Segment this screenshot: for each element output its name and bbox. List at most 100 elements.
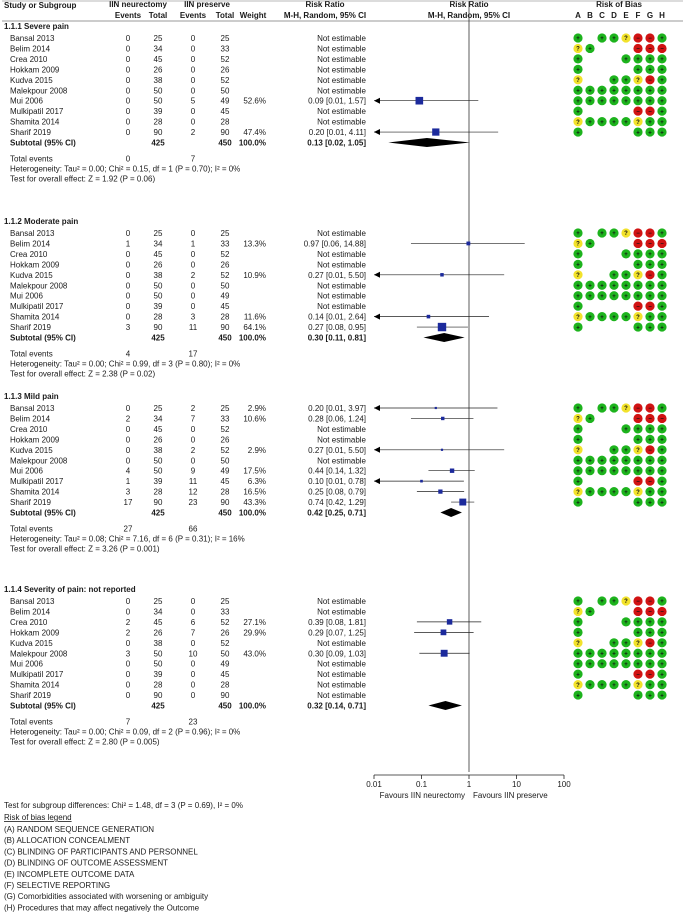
rob-dot <box>657 270 667 280</box>
rob-letter-b: B <box>587 11 593 20</box>
table-row: Mui 2006 0 50 0 49 Not estimable + + + + + + + + <box>10 291 667 301</box>
total-events-label: Total events <box>10 525 53 534</box>
rob-dot <box>657 33 667 43</box>
rob-symbol: + <box>612 448 616 454</box>
study-name: Malekpour 2008 <box>10 649 68 658</box>
total-group2: 26 <box>221 65 230 74</box>
study-name: Mulkipatil 2017 <box>10 670 64 679</box>
subtotal-weight: 100.0% <box>239 334 266 343</box>
rob-dot <box>597 33 607 43</box>
point-estimate <box>440 649 448 657</box>
study-name: Bansal 2013 <box>10 597 55 606</box>
x-tick-label: 100 <box>557 780 571 789</box>
rob-row: ? + − − − <box>573 606 667 617</box>
rob-symbol: + <box>612 99 616 105</box>
rob-dot <box>585 680 595 690</box>
events-group1: 2 <box>126 628 131 637</box>
rob-dot <box>573 497 583 507</box>
total-group2: 52 <box>221 55 230 64</box>
events-group1: 0 <box>126 425 131 434</box>
rob-symbol: + <box>648 651 652 657</box>
rob-dot <box>621 596 631 606</box>
rob-row: ? + − − − <box>573 238 667 249</box>
rob-dot <box>645 487 655 497</box>
risk-ratio: Not estimable <box>317 607 366 616</box>
total-group2: 52 <box>221 271 230 280</box>
rob-dot <box>609 596 619 606</box>
rob-symbol: + <box>648 130 652 136</box>
total-group2: 52 <box>221 639 230 648</box>
table-row: Hokkam 2009 0 26 0 26 Not estimable + + + + <box>10 434 667 444</box>
rob-dot <box>621 617 631 627</box>
events-group1: 0 <box>126 260 131 269</box>
events-group1: 0 <box>126 118 131 127</box>
rob-dot <box>609 466 619 476</box>
rob-dot <box>621 648 631 658</box>
study-name: Hokkam 2009 <box>10 65 60 74</box>
rob-symbol: + <box>624 252 628 258</box>
rob-symbol: − <box>636 610 640 616</box>
subtotal-total2: 450 <box>218 139 232 148</box>
total-group1: 39 <box>154 477 163 486</box>
weight: 29.9% <box>243 628 266 637</box>
rob-symbol: + <box>588 469 592 475</box>
rob-symbol: + <box>648 57 652 63</box>
rob-dot <box>633 270 643 280</box>
rob-dot <box>633 627 643 637</box>
rob-dot <box>609 96 619 106</box>
rob-symbol: + <box>612 406 616 412</box>
rob-dot <box>645 228 655 238</box>
total-group2: 50 <box>221 456 230 465</box>
rob-dot <box>585 487 595 497</box>
rob-dot <box>633 312 643 322</box>
events-group2: 11 <box>189 323 198 332</box>
rob-dot <box>573 291 583 301</box>
rob-dot <box>633 43 643 54</box>
events-group1: 0 <box>126 681 131 690</box>
study-name: Crea 2010 <box>10 250 48 259</box>
rob-dot <box>645 280 655 290</box>
risk-ratio: 0.74 [0.42, 1.29] <box>308 498 366 507</box>
rob-dot <box>633 291 643 301</box>
rob-symbol: + <box>648 427 652 433</box>
subtotal-diamond <box>428 701 462 710</box>
rob-dot <box>609 280 619 290</box>
rob-dot <box>645 301 655 311</box>
rob-dot <box>585 466 595 476</box>
table-row: Hokkam 2009 2 26 7 26 29.9% 0.29 [0.07, 1.25] +… <box>10 627 667 637</box>
total-events-label: Total events <box>10 718 53 727</box>
rob-symbol: + <box>588 99 592 105</box>
rob-symbol: + <box>612 88 616 94</box>
rob-dot <box>645 434 655 444</box>
header-group1: IIN neurectomy <box>109 0 167 9</box>
rob-symbol: + <box>648 120 652 126</box>
rob-symbol: + <box>660 651 664 657</box>
rob-dot <box>609 648 619 658</box>
rob-row: + + + + <box>573 434 667 444</box>
total-group2: 28 <box>221 313 230 322</box>
rob-dot <box>657 96 667 106</box>
rob-symbol: − <box>636 231 640 237</box>
rob-symbol: + <box>636 438 640 444</box>
rob-dot <box>645 270 655 280</box>
rob-dot <box>573 228 583 238</box>
rob-dot <box>573 249 583 259</box>
rob-dot <box>657 117 667 127</box>
rob-symbol: − <box>648 610 652 616</box>
study-name: Hokkam 2009 <box>10 435 60 444</box>
table-row: Shamita 2014 0 28 0 28 Not estimable? + + + +? + + <box>10 680 667 690</box>
rob-symbol: + <box>600 406 604 412</box>
rob-symbol: ? <box>576 47 580 53</box>
rob-symbol: + <box>576 479 580 485</box>
rob-dot <box>573 648 583 658</box>
study-name: Mui 2006 <box>10 660 43 669</box>
total-group2: 45 <box>221 670 230 679</box>
subgroup-title: 1.1.2 Moderate pain <box>4 217 78 226</box>
study-name: Mui 2006 <box>10 467 43 476</box>
table-row: Bansal 2013 0 25 0 25 Not estimable + + +? − − + <box>10 228 667 238</box>
risk-ratio: 0.97 [0.06, 14.88] <box>304 239 366 248</box>
rob-dot <box>573 680 583 690</box>
total-group2: 90 <box>221 323 230 332</box>
total-group1: 25 <box>154 404 163 413</box>
rob-symbol: + <box>576 283 580 289</box>
